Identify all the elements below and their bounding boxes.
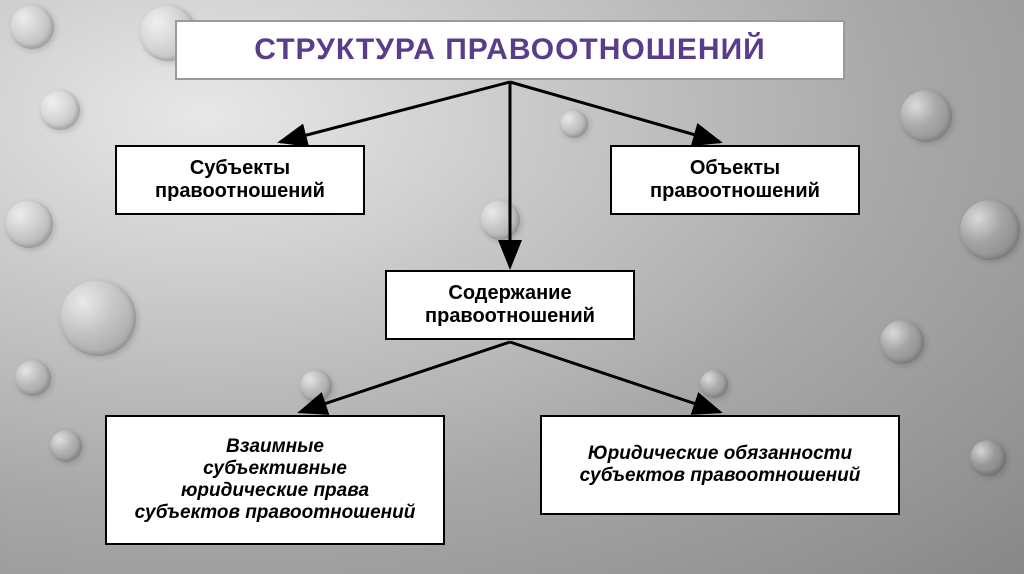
node-subjects-text: Субъектыправоотношений [155, 157, 325, 203]
node-rights: Взаимныесубъективныеюридические правасуб… [105, 415, 445, 545]
node-subjects: Субъектыправоотношений [115, 145, 365, 215]
node-content: Содержаниеправоотношений [385, 270, 635, 340]
diagram-title: СТРУКТУРА ПРАВООТНОШЕНИЙ [175, 20, 845, 80]
node-duties: Юридические обязанностисубъектов правоот… [540, 415, 900, 515]
node-objects-text: Объектыправоотношений [650, 157, 820, 203]
diagram-title-text: СТРУКТУРА ПРАВООТНОШЕНИЙ [254, 33, 765, 67]
node-rights-text: Взаимныесубъективныеюридические правасуб… [135, 436, 416, 524]
node-objects: Объектыправоотношений [610, 145, 860, 215]
node-content-text: Содержаниеправоотношений [425, 282, 595, 328]
node-duties-text: Юридические обязанностисубъектов правоот… [580, 443, 861, 487]
